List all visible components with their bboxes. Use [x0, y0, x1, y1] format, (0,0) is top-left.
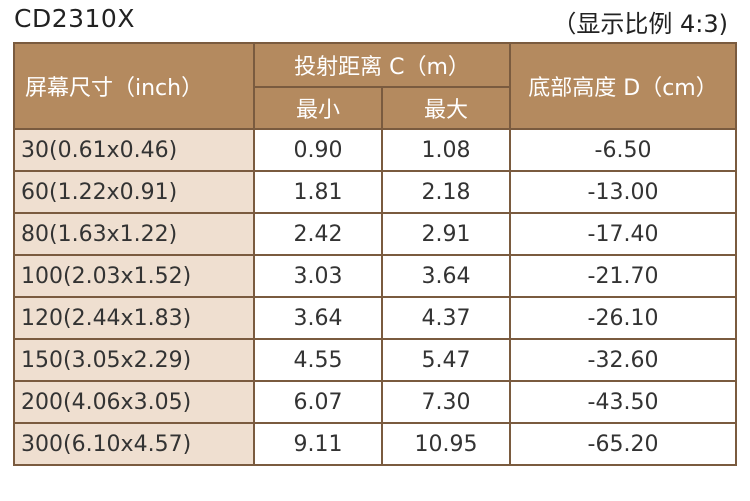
cell-screen-size: 30(0.61x0.46)	[13, 128, 255, 172]
cell-min-distance: 6.07	[253, 380, 383, 424]
cell-min-distance: 3.03	[253, 254, 383, 298]
cell-screen-size: 60(1.22x0.91)	[13, 170, 255, 214]
table-row: 120(2.44x1.83) 3.64 4.37 -26.10	[13, 296, 738, 340]
header-screen-size: 屏幕尺寸（inch）	[13, 42, 255, 130]
table-row: 300(6.10x4.57) 9.11 10.95 -65.20	[13, 422, 738, 466]
table-row: 60(1.22x0.91) 1.81 2.18 -13.00	[13, 170, 738, 214]
table-row: 200(4.06x3.05) 6.07 7.30 -43.50	[13, 380, 738, 424]
cell-screen-size: 80(1.63x1.22)	[13, 212, 255, 256]
cell-max-distance: 2.18	[380, 170, 512, 214]
cell-min-distance: 3.64	[253, 296, 383, 340]
cell-bottom-height: -6.50	[509, 128, 738, 172]
throw-distance-table: 屏幕尺寸（inch） 投射距离 C（m） 底部高度 D（cm） 最小 最大 30…	[13, 42, 738, 466]
cell-min-distance: 4.55	[253, 338, 383, 382]
cell-max-distance: 1.08	[380, 128, 512, 172]
cell-max-distance: 3.64	[380, 254, 512, 298]
header-max: 最大	[380, 86, 512, 130]
header-throw-distance: 投射距离 C（m）	[252, 42, 512, 88]
cell-max-distance: 7.30	[380, 380, 512, 424]
cell-bottom-height: -65.20	[509, 422, 738, 466]
cell-max-distance: 5.47	[380, 338, 512, 382]
table-row: 80(1.63x1.22) 2.42 2.91 -17.40	[13, 212, 738, 256]
cell-screen-size: 150(3.05x2.29)	[13, 338, 255, 382]
cell-min-distance: 0.90	[253, 128, 383, 172]
ratio-note: （显示比例 4:3)	[552, 10, 728, 38]
cell-bottom-height: -13.00	[509, 170, 738, 214]
table-row: 30(0.61x0.46) 0.90 1.08 -6.50	[13, 128, 738, 172]
cell-bottom-height: -43.50	[509, 380, 738, 424]
cell-bottom-height: -26.10	[509, 296, 738, 340]
cell-max-distance: 2.91	[380, 212, 512, 256]
cell-min-distance: 2.42	[253, 212, 383, 256]
cell-max-distance: 10.95	[380, 422, 512, 466]
cell-max-distance: 4.37	[380, 296, 512, 340]
cell-min-distance: 1.81	[253, 170, 383, 214]
cell-screen-size: 120(2.44x1.83)	[13, 296, 255, 340]
model-title: CD2310X	[14, 4, 135, 33]
cell-screen-size: 300(6.10x4.57)	[13, 422, 255, 466]
cell-bottom-height: -17.40	[509, 212, 738, 256]
table-row: 100(2.03x1.52) 3.03 3.64 -21.70	[13, 254, 738, 298]
cell-screen-size: 200(4.06x3.05)	[13, 380, 255, 424]
header-min: 最小	[253, 86, 383, 130]
cell-bottom-height: -21.70	[509, 254, 738, 298]
table-row: 150(3.05x2.29) 4.55 5.47 -32.60	[13, 338, 738, 382]
cell-min-distance: 9.11	[253, 422, 383, 466]
cell-screen-size: 100(2.03x1.52)	[13, 254, 255, 298]
cell-bottom-height: -32.60	[509, 338, 738, 382]
header-bottom-height: 底部高度 D（cm）	[509, 42, 738, 130]
